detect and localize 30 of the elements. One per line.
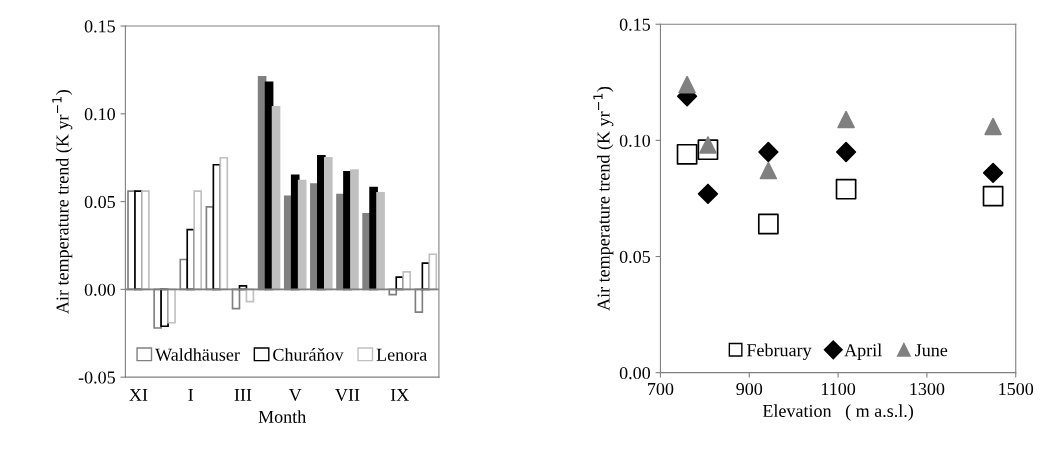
- x-tick-label: IX: [390, 388, 409, 401]
- y-tick-label: 0.00: [619, 366, 651, 380]
- y-tick-label: -0.05: [78, 371, 115, 384]
- y-axis-title: Air temperature trend (K yr$^{−1}$): [593, 86, 614, 311]
- legend-label: February: [746, 343, 812, 361]
- x-tick-label: I: [188, 388, 194, 401]
- x-axis-title: Elevation ( m a.s.l.): [762, 404, 914, 421]
- x-tick-label: V: [288, 388, 302, 402]
- legend-label: Lenora: [376, 348, 427, 361]
- y-tick-label: 0.10: [84, 108, 115, 121]
- x-axis-title: Month: [258, 410, 306, 423]
- x-tick-label: 900: [736, 382, 763, 396]
- legend-label: April: [844, 343, 882, 360]
- x-tick-label: XI: [129, 388, 148, 401]
- x-tick-label: VII: [335, 388, 360, 402]
- legend-label: June: [915, 344, 948, 357]
- x-tick-label: III: [234, 388, 252, 401]
- legend-label: Waldhäuser: [155, 348, 240, 361]
- y-tick-label: 0.10: [619, 134, 651, 147]
- y-tick-label: 0.05: [84, 195, 115, 209]
- legend-label: Churáňov: [273, 348, 344, 361]
- y-tick-label: 0.15: [619, 18, 651, 31]
- x-tick-label: 700: [648, 382, 674, 396]
- y-axis-title: Air temperature trend (K yr$^{−1}$): [52, 90, 73, 314]
- y-tick-label: 0.15: [84, 20, 115, 33]
- x-tick-label: 1100: [821, 382, 856, 396]
- x-tick-label: 1300: [910, 382, 945, 396]
- y-tick-label: 0.05: [619, 250, 651, 264]
- x-tick-label: 1500: [999, 382, 1034, 396]
- y-tick-label: 0.00: [84, 283, 115, 296]
